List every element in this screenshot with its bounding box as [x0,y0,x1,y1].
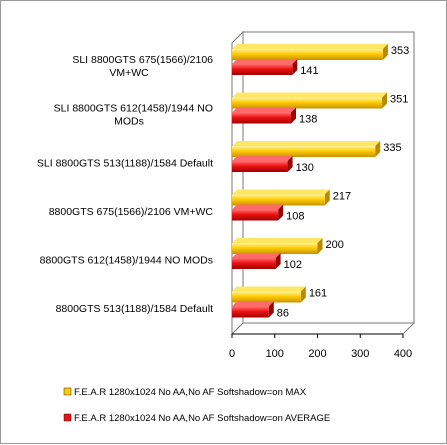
bar-max [232,92,388,109]
floor [230,322,416,335]
legend-label: F.E.A.R 1280x1024 No AA,No AF Softshadow… [74,387,307,398]
bar-average [232,253,281,269]
category-label: SLI 8800GTS 513(1188)/1584 Default [37,157,213,169]
data-label-average: 141 [300,65,318,77]
data-label-max: 335 [383,142,401,154]
back-wall [242,31,415,324]
bar-max [232,286,306,303]
category-label: SLI 8800GTS 675(1566)/2106 [72,54,213,66]
bar-average [232,301,274,318]
category-label: MODs [114,115,144,127]
bar-average [232,59,298,75]
data-label-average: 138 [299,114,317,126]
data-label-max: 351 [390,94,408,106]
bar-average [232,107,296,124]
bar-max [232,141,381,157]
legend-swatch [63,413,72,422]
data-label-max: 353 [391,45,409,57]
x-tick-label: 400 [394,348,412,360]
legend-swatch [63,387,72,396]
category-label: SLI 8800GTS 612(1458)/1944 NO [54,102,213,114]
bar-max [232,238,323,254]
data-label-average: 102 [284,259,302,271]
bar-max [232,44,388,60]
x-tick-label: 100 [266,348,284,360]
category-label: 8800GTS 675(1566)/2106 VM+WC [49,206,214,218]
data-label-average: 86 [277,308,289,320]
bar-average [232,156,293,172]
legend-label: F.E.A.R 1280x1024 No AA,No AF Softshadow… [74,413,330,424]
category-label: 8800GTS 513(1188)/1584 Default [56,303,213,315]
x-tick-label: 300 [351,348,369,360]
x-tick-label: 0 [229,348,235,360]
bar-max [232,189,330,206]
data-label-average: 108 [286,211,304,223]
data-label-average: 130 [296,162,314,174]
category-label: 8800GTS 612(1458)/1944 NO MODs [40,254,213,266]
x-tick-label: 200 [308,348,326,360]
bar-average [232,204,284,221]
data-label-max: 200 [326,239,344,251]
category-label: VM+WC [109,67,149,79]
data-label-max: 161 [309,288,327,300]
data-label-max: 217 [333,191,351,203]
